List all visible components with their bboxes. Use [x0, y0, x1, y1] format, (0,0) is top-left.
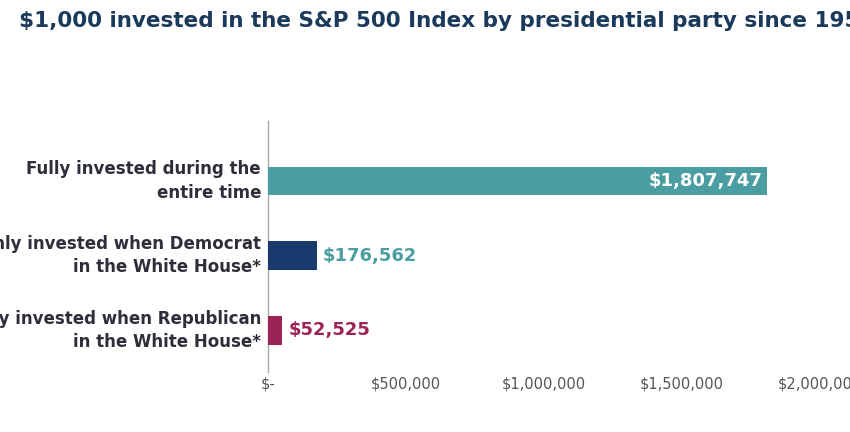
Bar	[268, 241, 316, 270]
Text: $176,562: $176,562	[323, 247, 417, 264]
Text: $1,807,747: $1,807,747	[649, 172, 763, 190]
Text: Only invested when Republican
in the White House*: Only invested when Republican in the Whi…	[0, 310, 261, 351]
Bar	[268, 167, 768, 195]
Text: Only invested when Democrat
in the White House*: Only invested when Democrat in the White…	[0, 235, 261, 276]
Text: $52,525: $52,525	[288, 321, 371, 340]
Bar	[268, 316, 282, 345]
Text: $1,000 invested in the S&P 500 Index by presidential party since 1953: $1,000 invested in the S&P 500 Index by …	[19, 11, 850, 31]
Text: Fully invested during the
entire time: Fully invested during the entire time	[26, 160, 261, 202]
